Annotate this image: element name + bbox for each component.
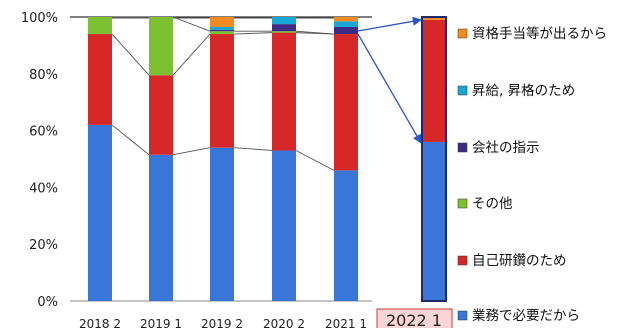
x-tick-label: 2019 2 bbox=[201, 317, 243, 328]
x-tick-label: 2021 1 bbox=[325, 317, 367, 328]
y-tick-label: 60% bbox=[29, 125, 58, 140]
bar-segment bbox=[149, 17, 173, 76]
connector-line bbox=[233, 147, 273, 151]
bar-segment bbox=[334, 170, 358, 301]
bar-segment bbox=[88, 124, 112, 301]
legend-swatch bbox=[457, 85, 468, 96]
bar-segment bbox=[210, 29, 234, 32]
bar-segment bbox=[422, 17, 446, 20]
bar-segment bbox=[272, 32, 296, 151]
legend-swatch bbox=[457, 28, 468, 39]
legend-label: 自己研鑽のため bbox=[472, 253, 567, 269]
highlight-bar-outline bbox=[421, 16, 447, 302]
x-tick-label: 2020 2 bbox=[263, 317, 305, 328]
bar-segment bbox=[210, 26, 234, 30]
y-tick-label: 80% bbox=[29, 68, 58, 83]
connector-line bbox=[172, 33, 211, 76]
x-tick-label: 2019 1 bbox=[140, 317, 182, 328]
legend-label: 昇給, 昇格のため bbox=[472, 83, 575, 99]
legend-label: その他 bbox=[472, 196, 513, 212]
bar-segment bbox=[272, 150, 296, 301]
bar-segment bbox=[334, 34, 358, 171]
connector-line bbox=[111, 124, 150, 156]
bar-segment bbox=[88, 17, 112, 35]
x-tick-label: 2022 1 bbox=[386, 311, 442, 328]
legend-label: 業務で必要だから bbox=[472, 308, 580, 324]
legend-swatch bbox=[457, 255, 468, 266]
y-tick-label: 100% bbox=[21, 11, 58, 26]
y-tick-label: 40% bbox=[29, 181, 58, 196]
bar-segment bbox=[272, 31, 296, 33]
y-tick-label: 0% bbox=[37, 295, 58, 310]
legend-swatch bbox=[457, 142, 468, 153]
connector-line bbox=[295, 150, 335, 171]
connector-line bbox=[295, 30, 335, 35]
bar-segment bbox=[210, 31, 234, 35]
arrow-line bbox=[357, 16, 422, 32]
bar-segment bbox=[210, 34, 234, 148]
legend-label: 会社の指示 bbox=[472, 140, 540, 156]
legend-swatch bbox=[457, 310, 468, 321]
y-tick-label: 20% bbox=[29, 238, 58, 253]
arrow-line bbox=[357, 33, 422, 144]
legend-label: 資格手当等が出るから bbox=[472, 25, 607, 42]
bar-segment bbox=[149, 154, 173, 301]
bar-segment bbox=[334, 26, 358, 35]
x-tick-label: 2018 2 bbox=[79, 317, 121, 328]
connector-line bbox=[111, 33, 150, 76]
connector-line bbox=[172, 147, 211, 156]
bar-segment bbox=[88, 34, 112, 125]
legend-swatch bbox=[457, 198, 468, 209]
bar-segment bbox=[422, 19, 446, 142]
connector-line bbox=[233, 32, 273, 35]
bar-segment bbox=[422, 141, 446, 301]
bar-segment bbox=[272, 24, 296, 32]
bar-segment bbox=[210, 147, 234, 301]
highlight-label-box bbox=[376, 308, 453, 328]
bar-segment bbox=[210, 17, 234, 27]
bar-segment bbox=[334, 21, 358, 27]
bar-segment bbox=[149, 75, 173, 155]
bar-segment bbox=[334, 17, 358, 22]
bar-segment bbox=[272, 17, 296, 25]
connector-line bbox=[172, 16, 211, 32]
